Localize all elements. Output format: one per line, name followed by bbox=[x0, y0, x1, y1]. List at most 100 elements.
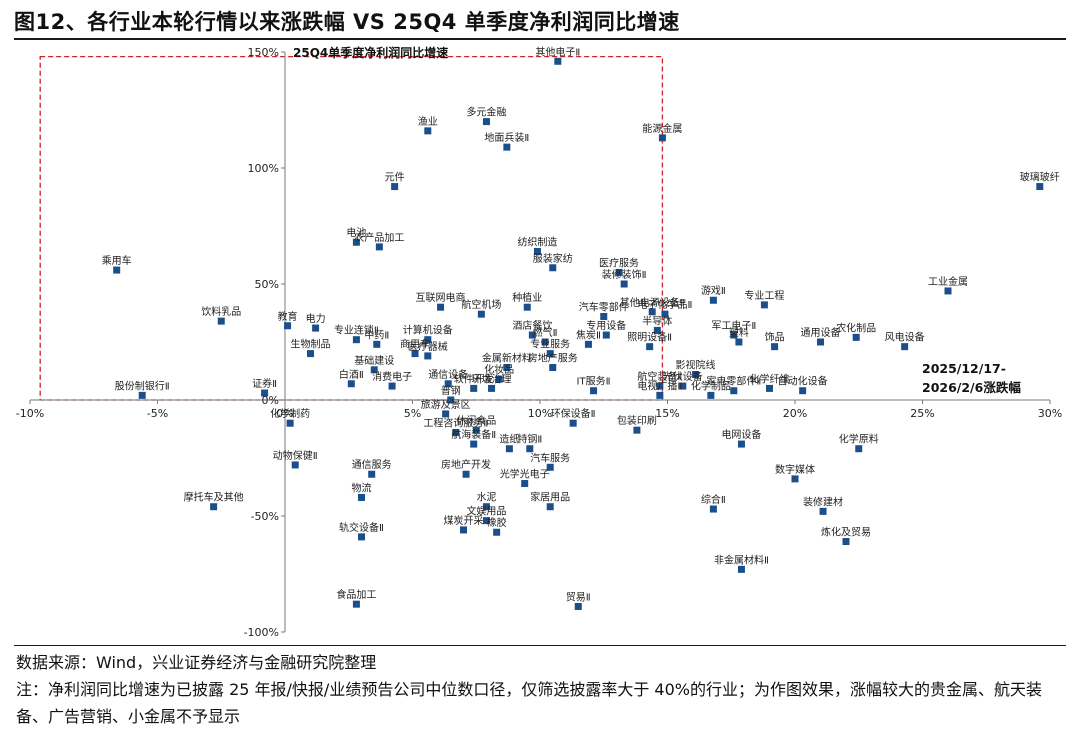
data-point-label: 饰品 bbox=[765, 331, 785, 344]
data-point-marker bbox=[633, 426, 641, 434]
data-point-label: 影视院线 bbox=[676, 358, 716, 371]
data-point-marker bbox=[546, 463, 554, 471]
data-point-label: 化学制药 bbox=[270, 407, 310, 420]
data-point-marker bbox=[679, 382, 687, 390]
data-point-marker bbox=[472, 426, 480, 434]
data-point-marker bbox=[707, 391, 715, 399]
data-point-marker bbox=[284, 322, 292, 330]
data-point-label: 电视广播Ⅱ bbox=[637, 379, 682, 392]
data-point-label: 光学光电子 bbox=[500, 468, 550, 481]
x-tick-label: -5% bbox=[147, 407, 168, 420]
data-point-marker bbox=[602, 331, 610, 339]
data-point-marker bbox=[791, 475, 799, 483]
data-point-marker bbox=[709, 296, 717, 304]
data-point-marker bbox=[437, 303, 445, 311]
data-point-label: 家电零部件Ⅱ bbox=[706, 375, 761, 388]
data-point-label: 工程咨询服务Ⅱ bbox=[423, 416, 488, 429]
data-point-label: 水泥 bbox=[476, 491, 496, 504]
data-point-marker bbox=[526, 445, 534, 453]
data-point-marker bbox=[210, 503, 218, 511]
data-point-marker bbox=[766, 384, 773, 392]
data-point-label: 酒店餐饮 bbox=[512, 319, 552, 332]
data-point-label: 地面兵装Ⅱ bbox=[484, 131, 529, 144]
data-point-marker bbox=[424, 336, 432, 344]
data-point-marker bbox=[286, 419, 294, 427]
data-point-label: IT服务Ⅱ bbox=[577, 375, 611, 388]
data-point-marker bbox=[138, 391, 146, 399]
x-tick-label: 10% bbox=[528, 407, 552, 420]
data-point-marker bbox=[692, 370, 700, 378]
data-point-label: 房地产开发 bbox=[441, 458, 491, 471]
data-point-marker bbox=[424, 352, 432, 360]
data-point-marker bbox=[569, 419, 577, 427]
data-point-label: 股份制银行Ⅱ bbox=[115, 379, 170, 392]
data-point-marker bbox=[482, 118, 490, 126]
data-point-marker bbox=[358, 493, 365, 501]
x-tick-label: -10% bbox=[16, 407, 44, 420]
data-point-marker bbox=[388, 382, 396, 390]
data-point-marker bbox=[656, 391, 664, 399]
x-tick-label: 20% bbox=[783, 407, 807, 420]
data-point-marker bbox=[656, 382, 664, 390]
data-point-label: 农产品加工 bbox=[354, 231, 404, 244]
data-point-label: 计算机设备 bbox=[403, 324, 453, 337]
data-point-label: 电网设备 bbox=[721, 428, 761, 441]
data-point-marker bbox=[528, 331, 536, 339]
data-point-label: 文娱用品 bbox=[466, 505, 506, 518]
data-point-label: 多元金融 bbox=[466, 106, 506, 119]
data-point-label: 航空装备Ⅱ bbox=[637, 370, 682, 383]
data-point-label: 摩托车及其他 bbox=[184, 491, 244, 504]
data-point-marker bbox=[373, 340, 381, 348]
data-point-label: 农化制品 bbox=[836, 321, 876, 334]
data-point-label: 其他电子Ⅱ bbox=[535, 45, 580, 58]
data-point-marker bbox=[488, 384, 496, 392]
footnote: 注：净利润同比增速为已披露 25 年报/快报/业绩预告公司中位数口径，仅筛选披露… bbox=[16, 680, 1042, 726]
data-point-marker bbox=[709, 505, 717, 513]
data-point-label: 综合Ⅱ bbox=[701, 493, 726, 506]
x-tick-labels: -10% -5% 0% 5% 10% 15% 20% 25% 30% bbox=[16, 400, 1062, 420]
data-point-label: 其他电源设备Ⅱ bbox=[620, 296, 685, 309]
data-point-label: 化学纤维 bbox=[750, 372, 790, 385]
data-point-marker bbox=[493, 528, 501, 536]
data-point-marker bbox=[370, 366, 378, 374]
data-point-label: 基础建设 bbox=[354, 354, 394, 367]
data-point-marker bbox=[646, 343, 654, 351]
data-point-label: 非金属材料Ⅱ bbox=[714, 553, 769, 566]
data-point-label: 玻璃玻纤 bbox=[1020, 171, 1060, 184]
data-point-label: 化妆品 bbox=[484, 363, 514, 376]
data-point-marker bbox=[312, 324, 320, 332]
data-point-label: 纺织制造 bbox=[517, 236, 557, 249]
data-point-label: 乘用车 bbox=[102, 254, 132, 267]
y-tick-label: 0% bbox=[262, 394, 279, 407]
data-point-label: 旅游及景区 bbox=[421, 398, 471, 411]
data-point-marker bbox=[521, 480, 529, 488]
data-point-marker bbox=[620, 280, 628, 288]
data-point-label: 环境治理 bbox=[472, 372, 512, 385]
data-point-marker bbox=[424, 127, 432, 135]
data-point-label: 专用设备 bbox=[586, 319, 626, 332]
y-tick-label: -50% bbox=[251, 510, 279, 523]
x-axis-title-line2: 2026/2/6涨跌幅 bbox=[922, 380, 1021, 395]
data-point-marker bbox=[615, 268, 623, 276]
data-point-label: 化学制品 bbox=[691, 379, 731, 392]
data-point-marker bbox=[375, 243, 383, 251]
data-point-marker bbox=[737, 565, 745, 573]
scatter-chart: -10% -5% 0% 5% 10% 15% 20% 25% 30% 150% 100% 50% 0%… bbox=[16, 45, 1062, 639]
data-point-marker bbox=[799, 387, 807, 395]
data-point-label: 食品加工 bbox=[336, 588, 376, 601]
data-point-marker bbox=[771, 343, 779, 351]
x-tick-label: 30% bbox=[1038, 407, 1062, 420]
data-point-label: 普钢 bbox=[441, 384, 461, 397]
data-point-label: 化学原料 bbox=[839, 433, 879, 446]
data-point-marker bbox=[574, 602, 582, 610]
source-note: 数据来源：Wind，兴业证券经济与金融研究院整理 bbox=[16, 653, 377, 672]
data-point-marker bbox=[452, 428, 460, 436]
data-point-label: 元件 bbox=[385, 172, 405, 184]
data-point-marker bbox=[842, 538, 850, 546]
data-point-label: 军工电子Ⅱ bbox=[711, 319, 756, 332]
data-point-marker bbox=[760, 301, 768, 309]
figure-title: 图12、各行业本轮行情以来涨跌幅 VS 25Q4 单季度净利润同比增速 bbox=[14, 10, 680, 34]
data-point-marker bbox=[368, 470, 376, 478]
y-axis-title: 25Q4单季度净利润同比增速 bbox=[293, 45, 448, 60]
